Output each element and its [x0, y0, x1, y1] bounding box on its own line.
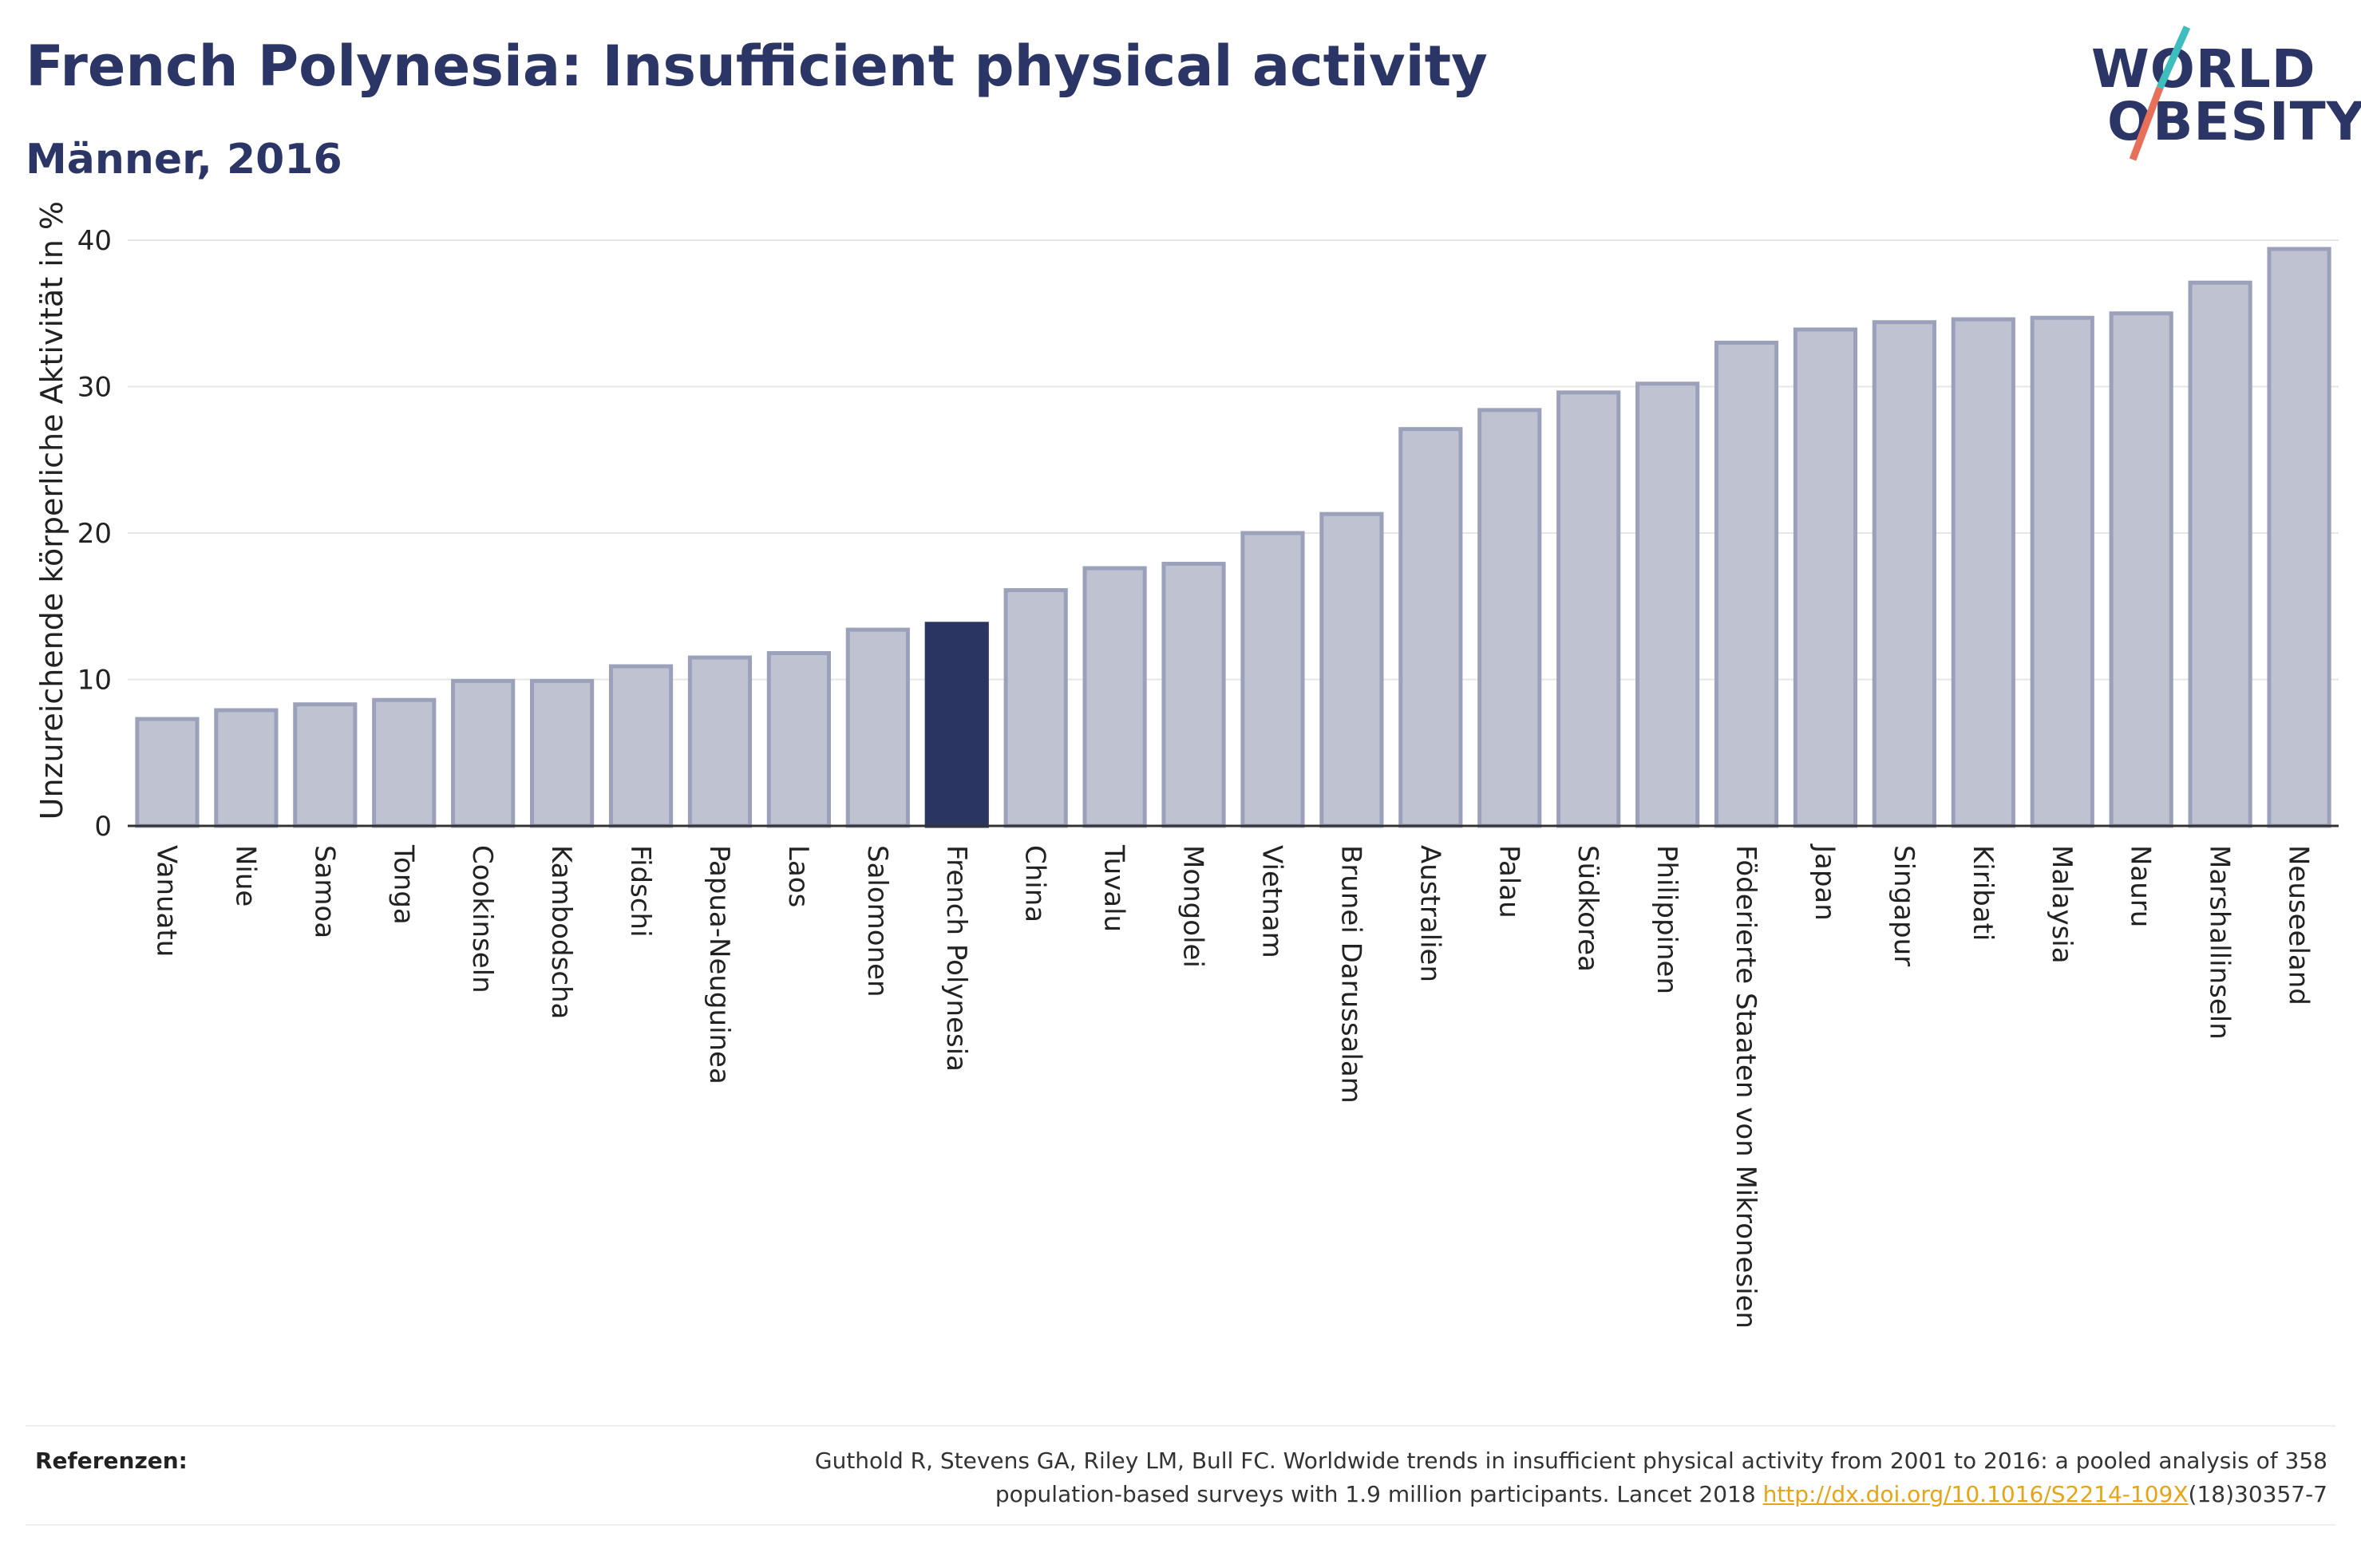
bar: [1082, 566, 1147, 828]
bar: [293, 702, 358, 828]
x-category-label: Malaysia: [2046, 845, 2078, 964]
reference-line-2: population-based surveys with 1.9 millio…: [995, 1481, 1763, 1507]
bar: [1398, 427, 1463, 828]
bar-highlight: [924, 622, 989, 828]
x-category-label: Cookinseln: [466, 845, 498, 993]
x-category-label: Föderierte Staaten von Mikronesien: [1730, 845, 1762, 1329]
x-category-label: Papua-Neuguinea: [703, 845, 735, 1084]
footer-divider-top: [26, 1425, 2335, 1427]
axis-labels: 0 10 20 30 40 Vanuatu Niue Samoa Tonga Cookinseln…: [34, 201, 2315, 1329]
bar: [372, 697, 437, 828]
x-category-label: Niue: [229, 845, 261, 906]
bar: [530, 678, 595, 828]
y-tick-label: 0: [94, 811, 112, 843]
x-category-label: China: [1019, 845, 1051, 922]
bar: [2030, 315, 2094, 828]
bar-chart: 0 10 20 30 40 Vanuatu Niue Samoa Tonga Cookinseln…: [34, 201, 2339, 1329]
bar: [1714, 340, 1779, 828]
x-category-label: Mongolei: [1177, 845, 1209, 968]
x-category-label: Laos: [782, 845, 814, 907]
world-obesity-logo: WORLD OBESITY: [2075, 24, 2361, 168]
x-category-label: Philippinen: [1651, 845, 1683, 994]
x-category-label: Fidschi: [624, 845, 656, 938]
bar: [1793, 327, 1858, 828]
x-category-label: Samoa: [308, 845, 340, 938]
x-category-label: Südkorea: [1572, 845, 1604, 972]
x-category-label: Vietnam: [1256, 845, 1287, 958]
x-category-label: Brunei Darussalam: [1335, 845, 1366, 1104]
x-category-label: Marshallinseln: [2204, 845, 2236, 1040]
x-category-label: Singapur: [1888, 845, 1920, 966]
x-category-label: Australien: [1414, 845, 1445, 982]
bars: [135, 247, 2331, 828]
y-axis-title: Unzureichende körperliche Aktivität in %: [34, 201, 69, 820]
references-label: Referenzen:: [35, 1448, 188, 1474]
y-tick-label: 20: [77, 518, 112, 550]
bar: [1872, 320, 1936, 828]
logo-slash-icon: [2129, 26, 2191, 161]
bar: [1161, 562, 1226, 828]
x-category-label: Tuvalu: [1098, 844, 1130, 932]
x-category-label: Palau: [1493, 845, 1525, 918]
footer-divider-bottom: [26, 1524, 2335, 1526]
y-tick-label: 40: [77, 225, 112, 257]
chart-title: French Polynesia: Insufficient physical …: [26, 34, 1488, 99]
x-category-label: Vanuatu: [150, 845, 182, 957]
x-category-label: Japan: [1809, 843, 1841, 921]
bar: [214, 708, 279, 828]
x-category-label: French Polynesia: [940, 845, 972, 1072]
reference-line-2-end: (18)30357-7: [2188, 1481, 2327, 1507]
y-tick-label: 30: [77, 372, 112, 404]
bar: [608, 664, 674, 828]
bar: [1003, 588, 1068, 828]
bar: [1635, 381, 1700, 828]
bar: [1477, 408, 1542, 828]
bar: [2109, 311, 2173, 828]
x-category-label: Neuseeland: [2283, 845, 2315, 1005]
bar: [1556, 390, 1621, 828]
bar: [845, 627, 910, 828]
y-tick-label: 10: [77, 665, 112, 697]
bar: [2267, 247, 2331, 828]
bar: [2188, 280, 2252, 828]
doi-link[interactable]: http://dx.doi.org/10.1016/S2214-109X: [1762, 1481, 2189, 1507]
bar: [1319, 511, 1384, 828]
references-text: Guthold R, Stevens GA, Riley LM, Bull FC…: [492, 1444, 2327, 1511]
bar: [1951, 317, 2015, 828]
x-category-label: Kiribati: [1967, 845, 1999, 941]
logo-line-1: WORLD: [2091, 38, 2316, 100]
bar: [766, 650, 831, 828]
x-category-label: Salomonen: [861, 845, 893, 997]
x-category-label: Tonga: [387, 844, 419, 925]
bar: [1240, 531, 1305, 828]
chart-subtitle: Männer, 2016: [26, 136, 342, 184]
bar: [451, 678, 516, 828]
bar: [135, 717, 200, 828]
reference-line-1: Guthold R, Stevens GA, Riley LM, Bull FC…: [814, 1448, 2327, 1474]
x-category-label: Nauru: [2125, 845, 2157, 927]
x-category-label: Kambodscha: [545, 845, 577, 1019]
bar: [687, 655, 753, 828]
